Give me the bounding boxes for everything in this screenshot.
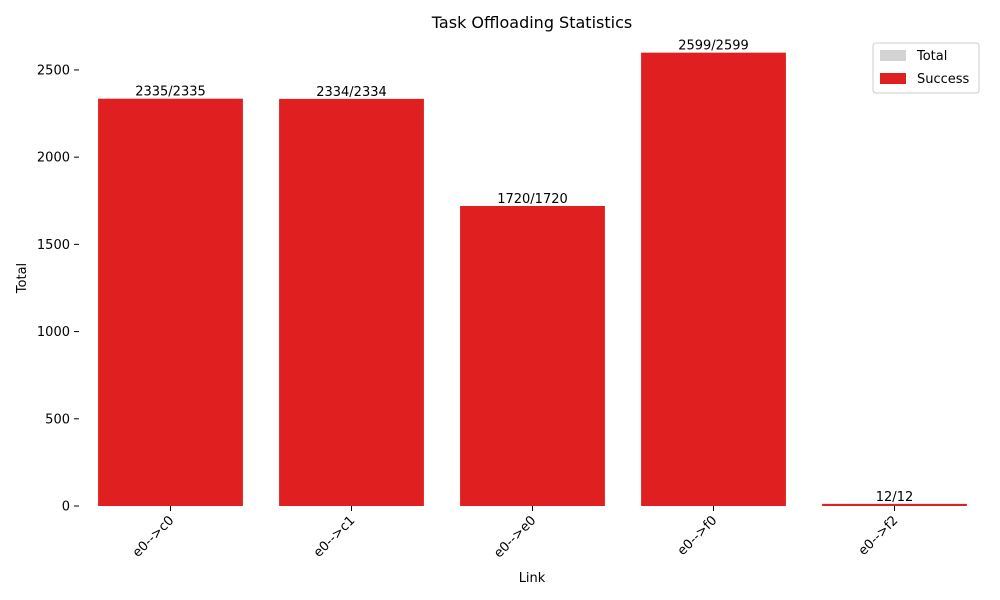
y-tick-label: 1500 [37,238,70,253]
y-axis-label: Total [15,263,30,294]
legend-swatch-total [880,50,906,61]
x-axis: e0-->c0 e0-->c1 e0-->e0 e0-->f0 e0-->f2 [130,506,901,561]
legend-label-total: Total [916,49,947,64]
x-tick-label: e0-->c1 [311,513,358,560]
y-axis: 0 500 1000 1500 2000 2500 [37,63,79,515]
bar-value-label: 2335/2335 [135,85,206,100]
y-tick-label: 0 [62,500,70,515]
chart-title: Task Offloading Statistics [431,13,632,32]
bar-success-0 [98,98,243,507]
bar-value-label: 12/12 [876,490,913,505]
bar-value-label: 2334/2334 [316,85,387,100]
success-bars [98,52,967,507]
bar-value-label: 2599/2599 [678,39,749,54]
y-tick-label: 1000 [37,325,70,340]
y-tick-label: 500 [45,412,70,427]
x-tick-label: e0-->f2 [856,513,902,559]
bar-labels: 2335/2335 2334/2334 1720/1720 2599/2599 12/1… [135,39,913,505]
bar-success-1 [279,98,424,506]
y-tick-label: 2000 [37,151,70,166]
y-tick-label: 2500 [37,63,70,78]
legend: Total Success [872,42,980,94]
x-axis-label: Link [519,571,546,586]
legend-swatch-success [880,73,906,84]
x-tick-label: e0-->e0 [491,513,539,561]
x-tick-label: e0-->c0 [130,513,177,560]
bar-value-label: 1720/1720 [497,192,568,207]
x-tick-label: e0-->f0 [675,513,721,559]
legend-label-success: Success [917,72,970,87]
bar-success-3 [641,52,786,506]
bar-success-4 [822,503,967,506]
bar-success-2 [460,205,605,506]
